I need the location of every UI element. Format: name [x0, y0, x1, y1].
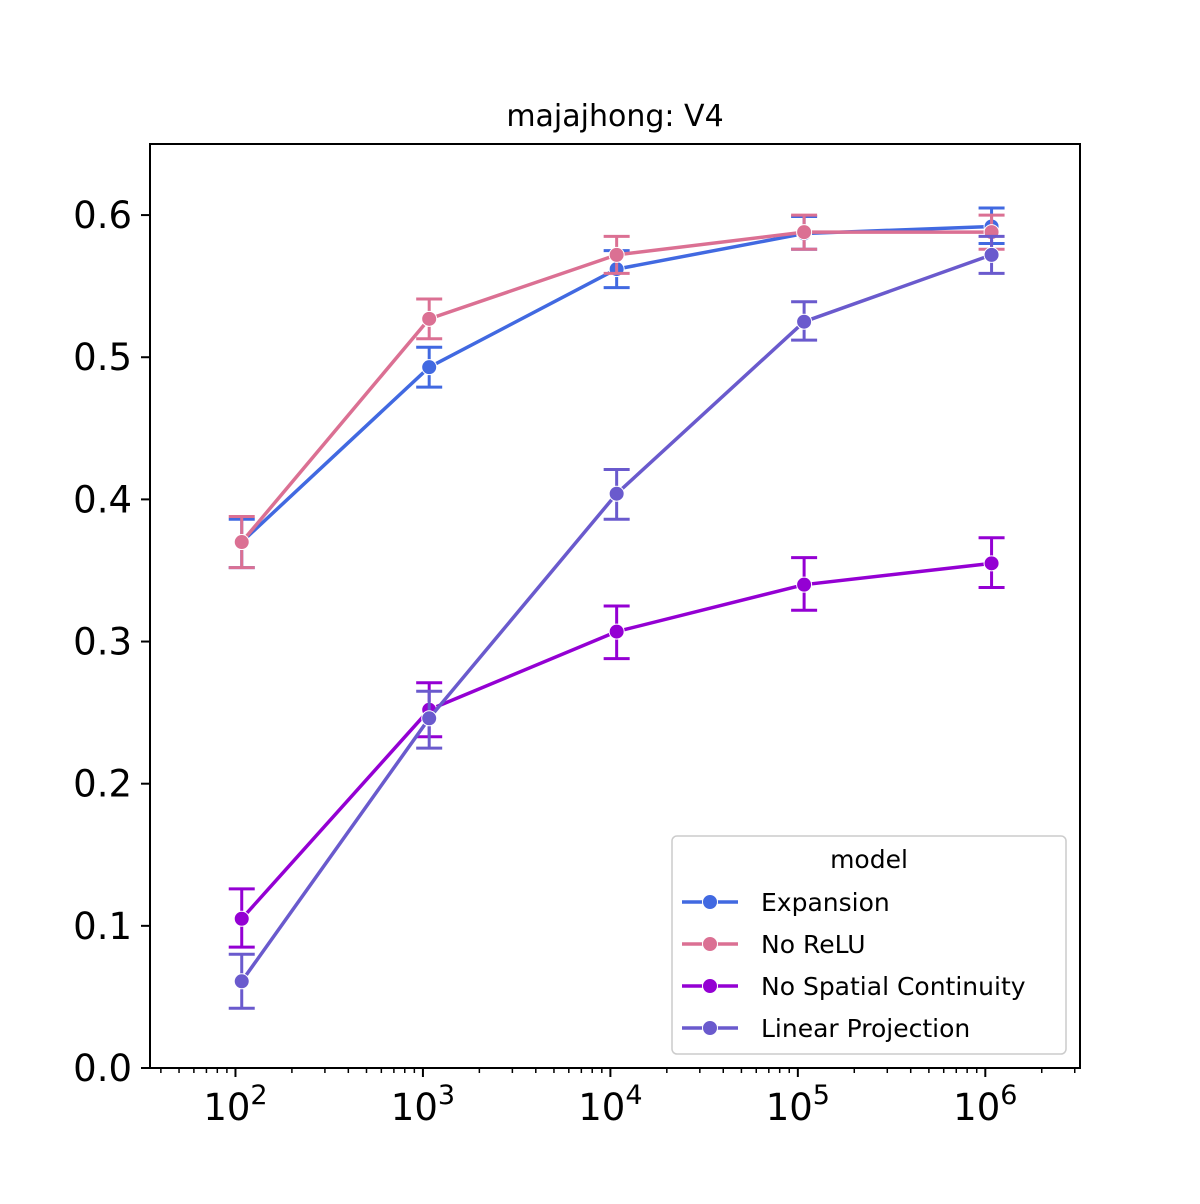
- y-tick-label: 0.5: [73, 336, 132, 379]
- plot-frame: [149, 143, 1081, 1069]
- axes: 0.0 0.1 0.2 0.3 0.4 0.5 0.6 102 103 104 105 106: [73, 143, 1081, 1129]
- data-point: [608, 246, 625, 263]
- data-point: [233, 534, 250, 551]
- data-point: [233, 973, 250, 990]
- legend-item: Expansion: [682, 888, 890, 917]
- legend-swatch-marker: [702, 978, 718, 994]
- plot-area: [228, 206, 1005, 1010]
- legend-swatch-marker: [702, 894, 718, 910]
- series-3: [228, 234, 1005, 1010]
- data-point: [421, 359, 438, 376]
- x-tick-label: 106: [953, 1080, 1017, 1129]
- legend-label: Expansion: [761, 888, 890, 917]
- legend-swatch-marker: [702, 936, 718, 952]
- legend-label: No Spatial Continuity: [761, 972, 1026, 1001]
- legend: model Expansion No ReLU No Spatial Continui…: [671, 835, 1067, 1055]
- legend-item: Linear Projection: [682, 1014, 970, 1043]
- y-tick-label: 0.3: [73, 621, 132, 664]
- y-tick-label: 0.1: [73, 905, 132, 948]
- data-point: [233, 910, 250, 927]
- data-point: [796, 313, 813, 330]
- legend-label: Linear Projection: [761, 1014, 970, 1043]
- data-point: [421, 710, 438, 727]
- y-tick-label: 0.2: [73, 763, 132, 806]
- legend-item: No ReLU: [682, 930, 866, 959]
- legend-swatch-marker: [702, 1020, 718, 1036]
- y-tick-label: 0.4: [73, 478, 132, 521]
- data-point: [796, 576, 813, 593]
- x-tick-label: 102: [203, 1080, 267, 1129]
- legend-label: No ReLU: [761, 930, 866, 959]
- x-tick-label: 105: [766, 1080, 830, 1129]
- legend-item: No Spatial Continuity: [682, 972, 1026, 1001]
- data-point: [983, 555, 1000, 572]
- chart-title: majajhong: V4: [506, 99, 723, 134]
- data-point: [983, 246, 1000, 263]
- legend-title: model: [830, 845, 908, 874]
- data-point: [421, 310, 438, 327]
- legend-box: [671, 835, 1067, 1055]
- x-tick-label: 104: [578, 1080, 642, 1129]
- y-tick-label: 0.6: [73, 194, 132, 237]
- x-tick-label: 103: [391, 1080, 455, 1129]
- data-point: [796, 224, 813, 241]
- data-point: [608, 623, 625, 640]
- data-point: [608, 485, 625, 502]
- y-tick-label: 0.0: [73, 1047, 132, 1090]
